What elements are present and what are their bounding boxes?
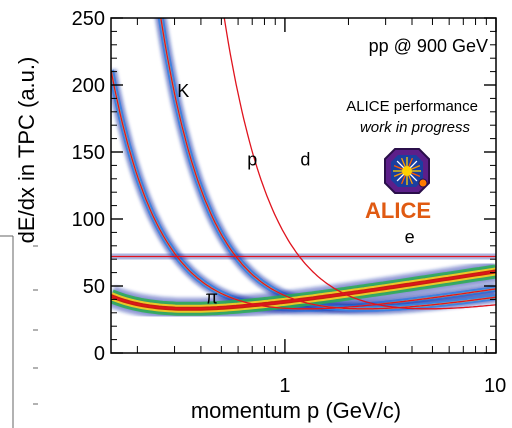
plot-frame — [110, 17, 497, 354]
tick-labels: 0 50 100 150 200 250 1 10 — [72, 8, 507, 397]
curve-π — [111, 270, 496, 310]
y-tick-label: 250 — [72, 8, 105, 30]
curve-K — [111, 70, 496, 310]
performance-label: ALICE performance — [346, 98, 478, 115]
alice-logo — [384, 148, 430, 194]
x-axis-title: momentum p (GeV/c) — [191, 398, 401, 423]
species-label-p: p — [247, 149, 257, 169]
species-labels: π Kp d e — [177, 81, 414, 307]
y-tick-label: 100 — [72, 209, 105, 231]
status-label: work in progress — [360, 119, 471, 136]
curve-d — [223, 18, 496, 310]
species-label-π: π — [206, 287, 218, 307]
y-tick-label: 200 — [72, 75, 105, 97]
y-tick-label: 0 — [94, 343, 105, 365]
curve-p — [160, 18, 496, 310]
logo-text: ALICE — [365, 198, 431, 223]
axis-ticks — [111, 17, 497, 354]
x-tick-label: 1 — [279, 375, 290, 397]
neighbor-panel-fragment — [0, 235, 38, 428]
system-label: pp @ 900 GeV — [369, 36, 488, 56]
y-axis-title: dE/dx in TPC (a.u.) — [14, 57, 39, 244]
species-label-d: d — [300, 149, 310, 169]
bethe-bloch-curves — [111, 18, 496, 310]
species-label-e: e — [405, 227, 415, 247]
y-tick-label: 150 — [72, 142, 105, 164]
x-tick-label: 10 — [484, 375, 506, 397]
y-tick-label: 50 — [83, 276, 105, 298]
species-label-K: K — [177, 81, 189, 101]
